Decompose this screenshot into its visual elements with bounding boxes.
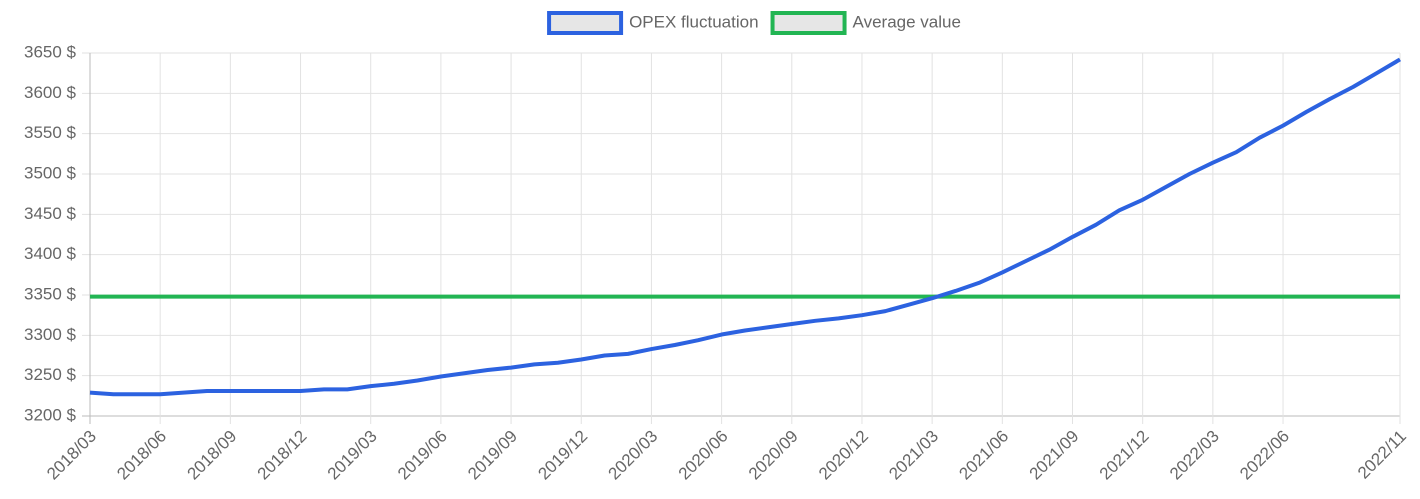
x-tick-label: 2022/03 <box>1166 427 1223 484</box>
x-tick-label: 2022/11 <box>1354 427 1410 483</box>
y-tick-label: 3500 $ <box>24 163 77 182</box>
x-tick-label: 2018/03 <box>43 427 100 484</box>
x-tick-label: 2021/06 <box>955 427 1012 484</box>
legend-label: OPEX fluctuation <box>629 12 758 31</box>
y-tick-label: 3550 $ <box>24 123 77 142</box>
legend-swatch <box>547 11 624 35</box>
y-tick-label: 3450 $ <box>24 204 77 223</box>
x-tick-label: 2021/03 <box>885 427 942 484</box>
x-tick-label: 2021/09 <box>1026 427 1083 484</box>
x-tick-label: 2022/06 <box>1236 427 1293 484</box>
y-tick-label: 3200 $ <box>24 405 77 424</box>
x-tick-label: 2019/06 <box>394 427 451 484</box>
y-tick-label: 3400 $ <box>24 244 77 263</box>
x-tick-label: 2020/06 <box>675 427 732 484</box>
y-tick-label: 3250 $ <box>24 365 77 384</box>
data-line <box>89 57 1402 397</box>
y-tick-label: 3650 $ <box>24 42 77 61</box>
legend-swatch <box>770 11 847 35</box>
y-tick-label: 3600 $ <box>24 83 77 102</box>
x-tick-label: 2020/09 <box>745 427 802 484</box>
x-tick-label: 2018/09 <box>183 427 240 484</box>
x-tick-label: 2019/12 <box>534 427 591 484</box>
x-tick-label: 2019/09 <box>464 427 521 484</box>
x-tick-label: 2018/12 <box>254 427 311 484</box>
y-tick-label: 3350 $ <box>24 284 77 303</box>
x-tick-label: 2021/12 <box>1096 427 1153 484</box>
legend-label: Average value <box>853 12 961 31</box>
x-tick-label: 2020/03 <box>605 427 662 484</box>
x-tick-label: 2019/03 <box>324 427 381 484</box>
y-tick-label: 3300 $ <box>24 325 77 344</box>
x-tick-label: 2020/12 <box>815 427 872 484</box>
x-tick-label: 2018/06 <box>113 427 170 484</box>
